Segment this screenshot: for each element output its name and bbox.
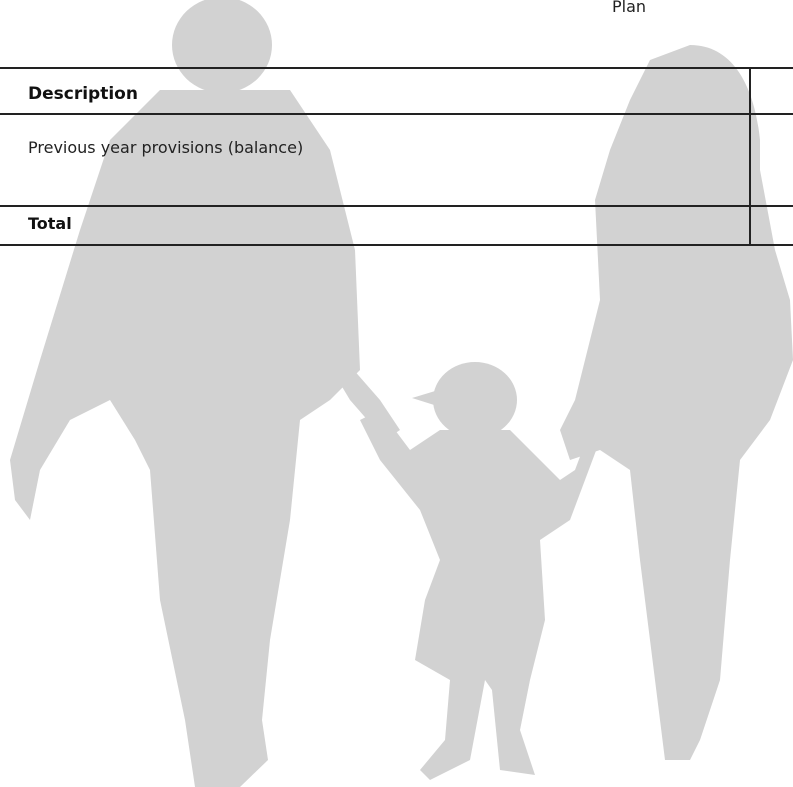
table-total-label: Total: [28, 214, 72, 233]
header-text: Plan: [612, 0, 647, 16]
child-head: [433, 362, 517, 438]
table-row-label: Previous year provisions (balance): [28, 138, 304, 157]
table-column-rule: [749, 67, 751, 246]
table-header: Description: [28, 84, 138, 104]
woman-body: [560, 45, 793, 760]
child-cap: [412, 385, 455, 410]
table-rule: [0, 205, 793, 207]
silhouette-group: [10, 0, 793, 787]
man-head: [172, 0, 272, 93]
table-rule: [0, 244, 793, 246]
table-rule: [0, 113, 793, 115]
man-arm: [320, 300, 400, 440]
child-body: [360, 410, 600, 780]
man-body: [10, 90, 360, 787]
table-rule: [0, 67, 793, 69]
